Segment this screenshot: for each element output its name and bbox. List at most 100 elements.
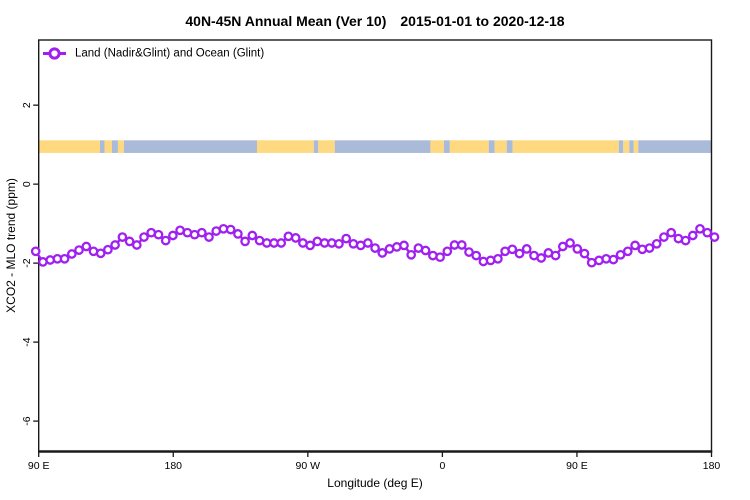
data-point-marker — [204, 232, 214, 242]
x-tick-label: 0 — [439, 460, 445, 472]
land-band-segment — [512, 140, 619, 153]
data-point-marker — [240, 236, 250, 247]
x-axis-title: Longitude (deg E) — [327, 476, 422, 490]
land-band-segment — [449, 140, 489, 153]
data-point-marker — [247, 230, 258, 241]
data-series — [30, 223, 720, 268]
data-point-marker — [30, 246, 41, 257]
data-point-marker — [659, 232, 669, 242]
ocean-band-segment — [506, 140, 513, 153]
data-point-marker — [117, 232, 128, 242]
x-tick-label: 90 E — [566, 460, 588, 472]
data-point-marker — [456, 240, 467, 250]
data-point-marker — [442, 246, 453, 257]
data-point-marker — [139, 232, 149, 242]
data-point-marker — [608, 254, 619, 265]
y-tick-label: 2 — [21, 102, 33, 108]
y-tick-label: -2 — [21, 258, 33, 267]
legend-open-circle-icon — [48, 47, 61, 60]
data-point-marker — [687, 230, 698, 241]
land-band-segment — [117, 140, 124, 153]
ocean-band-segment — [123, 140, 257, 153]
data-point-marker — [160, 235, 171, 246]
data-point-marker — [95, 248, 106, 259]
y-axis-ticks: 2 0 -2 -4 -6 — [21, 102, 39, 426]
data-point-marker — [168, 230, 178, 241]
data-point-marker — [471, 250, 482, 261]
land-ocean-band — [38, 140, 712, 153]
ocean-band-segment — [488, 140, 495, 153]
data-point-marker — [290, 233, 301, 243]
data-point-marker — [59, 253, 70, 264]
ocean-band-segment — [618, 140, 624, 153]
data-point-marker — [709, 232, 720, 242]
x-tick-label: 90 W — [296, 460, 321, 472]
data-point-marker — [74, 245, 84, 255]
x-tick-label: 180 — [164, 460, 182, 472]
data-point-marker — [651, 238, 662, 249]
data-point-marker — [399, 240, 409, 251]
data-point-marker — [334, 238, 344, 249]
data-point-marker — [153, 229, 164, 240]
land-band-segment — [256, 140, 314, 153]
data-point-marker — [622, 246, 633, 257]
x-tick-label: 180 — [703, 460, 721, 472]
chart-title: 40N-45N Annual Mean (Ver 10) 2015-01-01 t… — [185, 13, 564, 29]
data-point-marker — [572, 244, 583, 254]
legend-label: Land (Nadir&Glint) and Ocean (Glint) — [75, 48, 264, 60]
data-point-marker — [103, 244, 113, 255]
data-point-marker — [579, 248, 590, 259]
data-point-marker — [514, 248, 525, 259]
data-point-marker — [305, 240, 315, 251]
data-point-marker — [276, 238, 287, 248]
data-point-marker — [615, 249, 626, 260]
y-tick-label: -4 — [21, 337, 33, 346]
data-point-marker — [196, 227, 207, 238]
data-point-marker — [377, 248, 388, 258]
land-band-segment — [623, 140, 630, 153]
data-point-marker — [131, 240, 142, 250]
land-band-segment — [494, 140, 507, 153]
data-point-marker — [521, 244, 532, 254]
data-point-marker — [233, 229, 243, 239]
data-point-marker — [370, 243, 380, 253]
data-point-marker — [630, 240, 640, 251]
data-point-marker — [536, 253, 547, 263]
x-axis-ticks: 90 E 180 90 W 0 90 E 180 — [28, 451, 721, 472]
land-band-segment — [38, 140, 100, 153]
land-band-segment — [104, 140, 112, 153]
ocean-band-segment — [629, 140, 634, 153]
data-point-marker — [406, 249, 417, 260]
data-point-marker — [225, 224, 236, 235]
chart-title-main: 40N-45N Annual Mean (Ver 10) — [185, 13, 386, 29]
land-band-segment — [633, 140, 639, 153]
data-point-marker — [363, 238, 373, 248]
data-point-marker — [110, 240, 120, 250]
data-point-marker — [565, 238, 575, 248]
data-point-marker — [124, 236, 135, 247]
land-band-segment — [318, 140, 335, 153]
data-point-marker — [680, 235, 691, 246]
ocean-band-segment — [443, 140, 450, 153]
chart-title-daterange: 2015-01-01 to 2020-12-18 — [400, 13, 564, 29]
data-point-marker — [420, 245, 431, 256]
data-point-marker — [557, 241, 568, 252]
data-point-marker — [507, 244, 518, 255]
ocean-band-segment — [313, 140, 319, 153]
legend: Land (Nadir&Glint) and Ocean (Glint) — [43, 47, 264, 60]
data-point-marker — [695, 223, 705, 234]
x-tick-label: 90 E — [28, 460, 50, 472]
data-point-marker — [464, 247, 474, 257]
data-point-marker — [66, 249, 77, 259]
ocean-band-segment — [638, 140, 712, 153]
ocean-band-segment — [99, 140, 105, 153]
y-tick-label: -6 — [21, 416, 33, 425]
data-point-marker — [644, 243, 655, 253]
ocean-band-segment — [334, 140, 431, 153]
ocean-band-segment — [111, 140, 118, 153]
data-point-marker — [666, 227, 677, 238]
y-tick-label: 0 — [21, 181, 33, 187]
y-axis-title: XCO2 - MLO trend (ppm) — [4, 178, 18, 313]
